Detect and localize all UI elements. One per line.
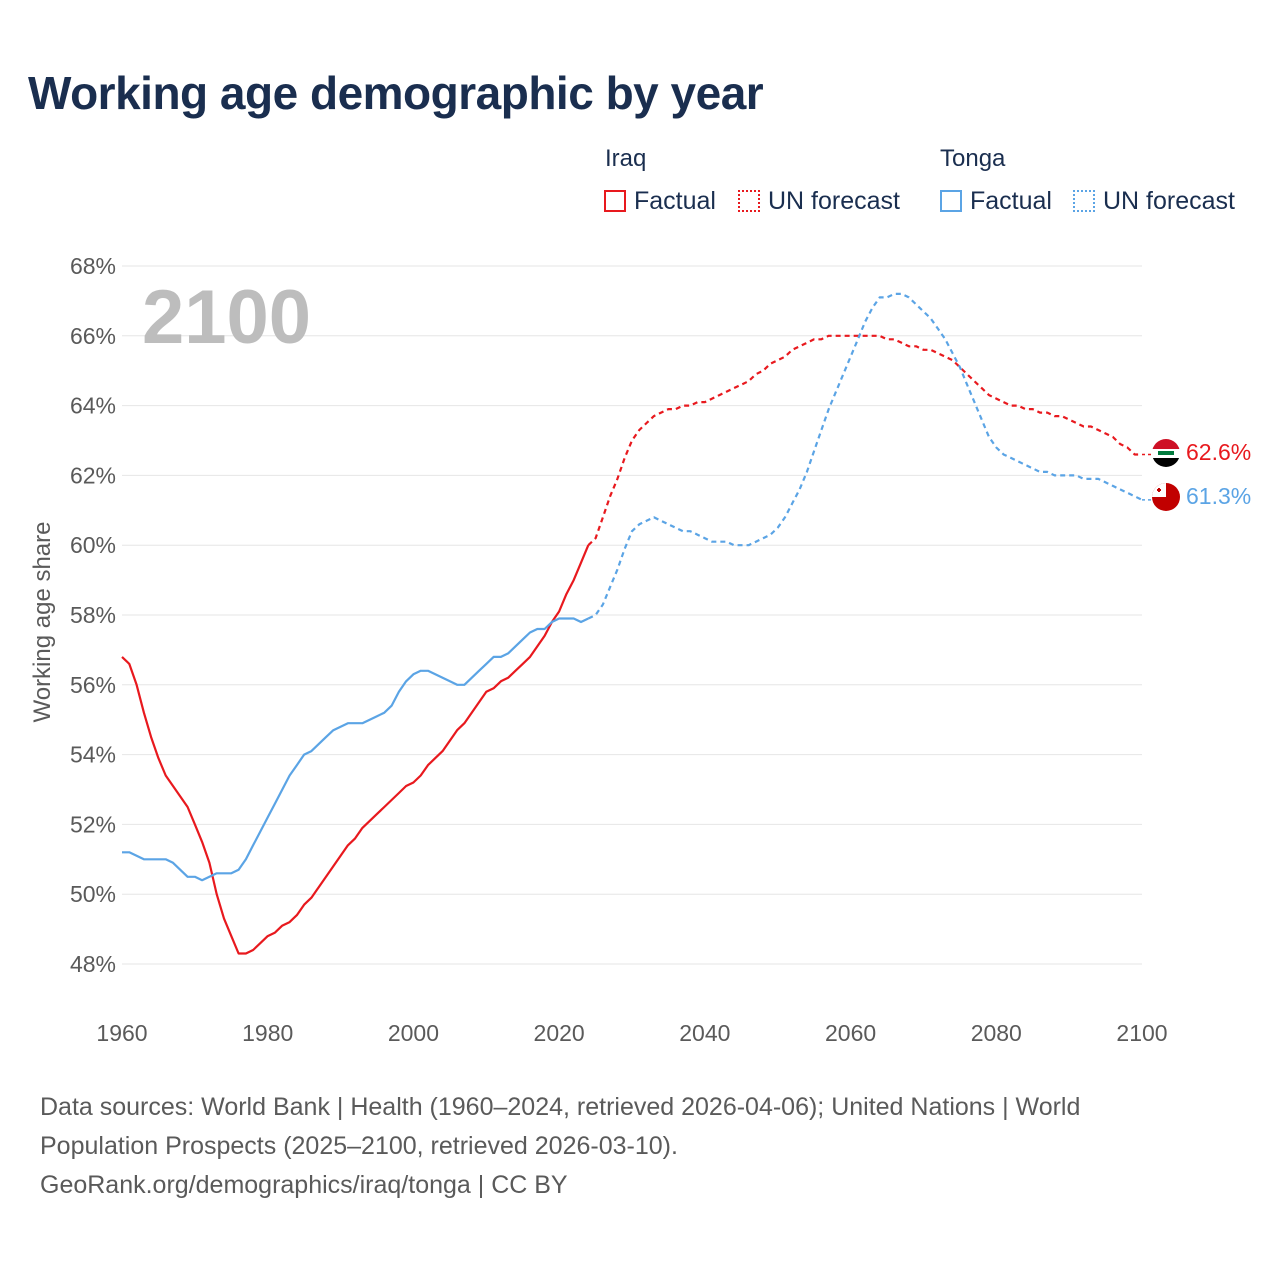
x-tick-label: 2000 xyxy=(388,1020,439,1046)
footer-line: Population Prospects (2025–2100, retriev… xyxy=(40,1132,678,1160)
legend-swatch-tonga-factual xyxy=(940,190,962,212)
iraq-flag-icon xyxy=(1152,439,1180,467)
legend-swatch-iraq-factual xyxy=(604,190,626,212)
y-tick-label: 62% xyxy=(70,462,116,488)
x-tick-label: 2060 xyxy=(825,1020,876,1046)
y-tick-label: 58% xyxy=(70,602,116,628)
series-line-iraq-forecast xyxy=(587,334,1142,546)
end-label-iraq: 62.6% xyxy=(1186,439,1251,465)
x-tick-label: 1960 xyxy=(96,1020,147,1046)
x-axis: 1960 1980 2000 2020 2040 2060 2080 2100 xyxy=(96,1020,1167,1046)
gridlines xyxy=(122,265,1142,965)
x-tick-label: 2020 xyxy=(534,1020,585,1046)
legend-item-tonga-factual[interactable]: Factual xyxy=(940,186,1052,216)
y-tick-label: 48% xyxy=(70,951,116,977)
x-tick-label: 1980 xyxy=(242,1020,293,1046)
end-label-tonga: 61.3% xyxy=(1186,483,1251,509)
legend-label: UN forecast xyxy=(1103,186,1235,215)
footer-line: Data sources: World Bank | Health (1960–… xyxy=(40,1093,1081,1121)
y-tick-label: 60% xyxy=(70,532,116,558)
legend-group-tonga: Tonga xyxy=(940,145,1006,172)
chart-title: Working age demographic by year xyxy=(28,67,764,119)
y-tick-label: 68% xyxy=(70,253,116,279)
y-tick-label: 50% xyxy=(70,881,116,907)
y-tick-label: 54% xyxy=(70,742,116,768)
y-axis-title: Working age share xyxy=(29,522,56,723)
x-tick-label: 2040 xyxy=(679,1020,730,1046)
legend-label: Factual xyxy=(970,186,1052,215)
legend-item-iraq-factual[interactable]: Factual xyxy=(604,186,716,216)
series-line-tonga-forecast xyxy=(587,292,1143,620)
x-tick-label: 2100 xyxy=(1116,1020,1167,1046)
series-line-tonga-factual xyxy=(122,617,589,882)
y-tick-label: 66% xyxy=(70,323,116,349)
footer-link[interactable]: GeoRank.org/demographics/iraq/tonga | CC… xyxy=(40,1171,568,1199)
legend-item-tonga-forecast[interactable]: UN forecast xyxy=(1073,186,1235,216)
legend-swatch-tonga-forecast xyxy=(1073,190,1095,212)
line-chart: 48%50%52%54%56%58%60%62%64%66%68% 1960 19… xyxy=(29,253,1251,1046)
y-axis: 48% 50% 52% 54% 56% 58% 60% 62% 64% 66% 68% xyxy=(70,253,116,977)
y-tick-label: 52% xyxy=(70,811,116,837)
legend-group-iraq: Iraq xyxy=(605,145,647,172)
legend-label: UN forecast xyxy=(768,186,900,215)
series-layer xyxy=(121,292,1152,955)
series-line-iraq-factual xyxy=(121,544,590,955)
y-tick-label: 64% xyxy=(70,393,116,419)
y-tick-label: 56% xyxy=(70,672,116,698)
legend-swatch-iraq-forecast xyxy=(738,190,760,212)
legend-item-iraq-forecast[interactable]: UN forecast xyxy=(738,186,900,216)
legend-label: Factual xyxy=(634,186,716,215)
year-badge: 2100 xyxy=(142,275,311,360)
tonga-flag-icon xyxy=(1152,483,1180,511)
x-tick-label: 2080 xyxy=(971,1020,1022,1046)
footer-sources: Data sources: World Bank | Health (1960–… xyxy=(40,1088,1240,1205)
